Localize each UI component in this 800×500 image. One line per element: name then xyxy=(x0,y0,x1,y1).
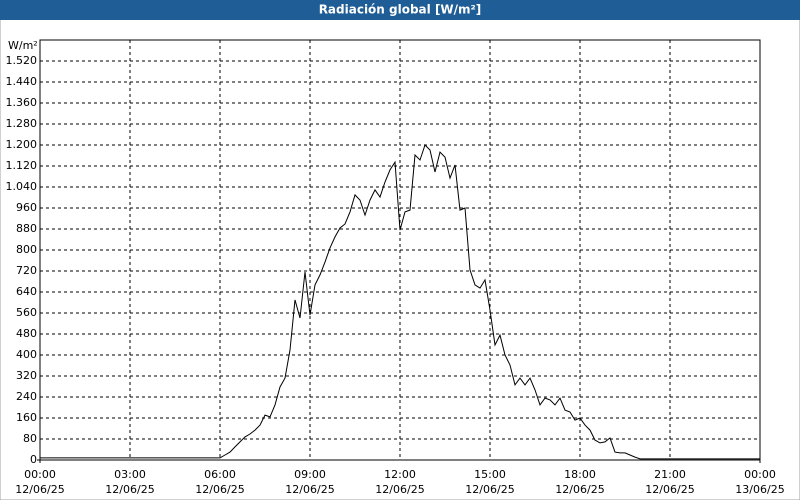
y-tick-label: 1.360 xyxy=(6,96,38,109)
y-tick-label: 1.520 xyxy=(6,54,38,67)
y-tick-label: 560 xyxy=(16,306,37,319)
y-tick-label: 400 xyxy=(16,348,37,361)
x-tick-label: 18:00 xyxy=(564,468,596,481)
y-tick-label: 160 xyxy=(16,411,37,424)
y-tick-label: 320 xyxy=(16,369,37,382)
x-tick-label: 03:00 xyxy=(114,468,146,481)
y-tick-label: 0 xyxy=(30,453,37,466)
y-tick-label: 880 xyxy=(16,222,37,235)
x-tick-date: 12/06/25 xyxy=(375,483,424,496)
chart-title: Radiación global [W/m²] xyxy=(319,3,482,17)
x-tick-label: 00:00 xyxy=(24,468,56,481)
x-tick-label: 09:00 xyxy=(294,468,326,481)
y-tick-label: 1.200 xyxy=(6,138,38,151)
y-tick-label: 240 xyxy=(16,390,37,403)
x-tick-date: 13/06/25 xyxy=(735,483,784,496)
title-bar xyxy=(0,0,800,20)
y-tick-label: 1.440 xyxy=(6,75,38,88)
x-tick-date: 12/06/25 xyxy=(195,483,244,496)
y-tick-label: 1.120 xyxy=(6,159,38,172)
x-tick-date: 12/06/25 xyxy=(285,483,334,496)
y-tick-label: 960 xyxy=(16,201,37,214)
y-tick-label: 640 xyxy=(16,285,37,298)
x-tick-date: 12/06/25 xyxy=(15,483,64,496)
data-line xyxy=(40,144,760,460)
x-tick-label: 00:00 xyxy=(744,468,776,481)
x-tick-label: 12:00 xyxy=(384,468,416,481)
x-tick-label: 21:00 xyxy=(654,468,686,481)
y-axis-label: W/m² xyxy=(8,39,38,52)
x-tick-label: 06:00 xyxy=(204,468,236,481)
y-tick-label: 800 xyxy=(16,243,37,256)
y-tick-label: 1.280 xyxy=(6,117,38,130)
y-tick-label: 80 xyxy=(23,432,37,445)
x-tick-date: 12/06/25 xyxy=(105,483,154,496)
y-tick-label: 480 xyxy=(16,327,37,340)
y-tick-label: 720 xyxy=(16,264,37,277)
x-tick-label: 15:00 xyxy=(474,468,506,481)
x-tick-date: 12/06/25 xyxy=(465,483,514,496)
x-tick-date: 12/06/25 xyxy=(555,483,604,496)
x-tick-date: 12/06/25 xyxy=(645,483,694,496)
y-tick-label: 1.040 xyxy=(6,180,38,193)
